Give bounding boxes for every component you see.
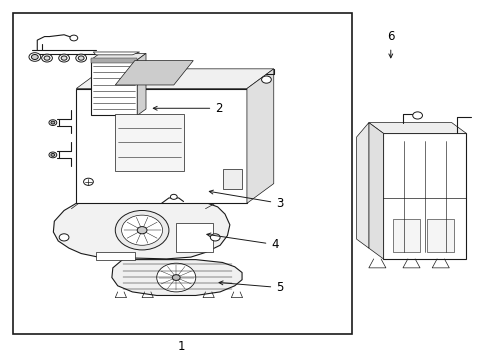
Circle shape [170,194,177,199]
Bar [392,220,419,252]
Polygon shape [93,52,140,55]
Circle shape [51,153,55,156]
Circle shape [29,53,41,61]
Bar [96,252,135,260]
Circle shape [115,211,168,250]
Bar [383,134,466,259]
Bar [91,58,137,63]
Circle shape [261,76,271,83]
Polygon shape [91,53,146,60]
Polygon shape [137,53,146,116]
Circle shape [83,178,93,185]
Circle shape [70,35,78,41]
Circle shape [41,54,52,62]
Polygon shape [368,123,383,259]
Circle shape [44,56,50,60]
Circle shape [49,152,57,158]
Polygon shape [76,69,273,89]
Text: 3: 3 [209,190,283,210]
Circle shape [122,215,162,245]
Bar [76,89,246,203]
Text: 4: 4 [206,233,278,251]
Bar [13,13,351,334]
Bar [115,114,183,171]
Bar [176,223,212,252]
Bar [91,60,137,116]
Text: 6: 6 [386,30,394,43]
Text: 2: 2 [153,102,223,115]
Polygon shape [246,69,273,203]
Bar [427,220,453,252]
Circle shape [59,234,69,241]
Circle shape [31,54,38,59]
Polygon shape [53,203,229,259]
Circle shape [210,234,220,241]
Circle shape [172,275,180,280]
Text: 1: 1 [177,340,184,353]
Circle shape [76,54,86,62]
Polygon shape [112,260,242,296]
Circle shape [51,121,55,124]
Circle shape [59,54,69,62]
Bar [222,169,242,189]
Circle shape [412,112,422,119]
Circle shape [157,263,195,292]
Polygon shape [368,123,466,134]
Circle shape [49,120,57,126]
Circle shape [78,56,84,60]
Text: 5: 5 [219,281,283,294]
Polygon shape [356,123,368,248]
Circle shape [61,56,67,60]
Circle shape [137,226,147,234]
Polygon shape [115,60,193,85]
